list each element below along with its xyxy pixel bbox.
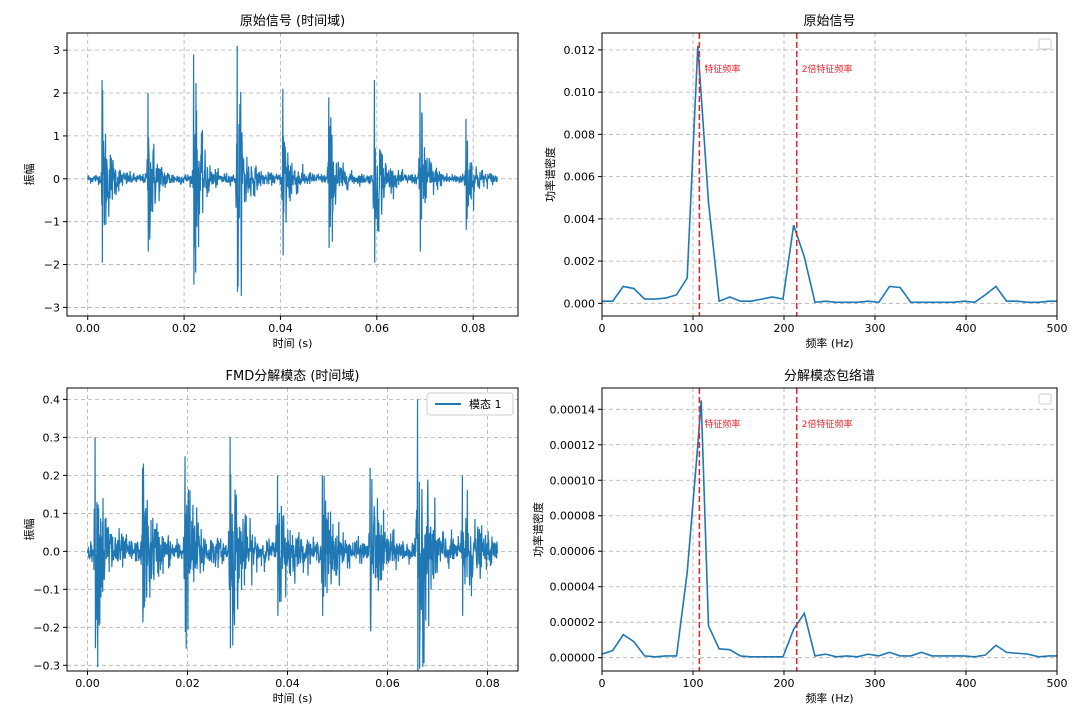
y-tick-label: 1 <box>53 130 60 143</box>
chart-title: FMD分解模态 (时间域) <box>226 369 360 384</box>
y-tick-label: −0.2 <box>33 621 60 634</box>
legend-box <box>1038 38 1052 50</box>
x-tick-label: 0.06 <box>365 322 390 335</box>
y-tick-label: 0.006 <box>564 171 596 184</box>
reference-line-label-1: 特征频率 <box>704 418 740 430</box>
chart-panel-1: 0.00 0.02 0.04 0.06 0.08 −3 −2 −1 0 1 2 3 原始信号 (时间域)… <box>22 14 519 350</box>
x-tick-label: 0 <box>599 677 606 690</box>
legend <box>1038 393 1052 405</box>
y-tick-label: 0 <box>53 173 60 186</box>
y-tick-label: 0.00004 <box>550 581 596 594</box>
grid <box>601 388 1058 671</box>
x-tick-label: 200 <box>774 322 795 335</box>
series-line <box>87 45 498 296</box>
legend-box <box>1038 393 1052 405</box>
series-line <box>86 399 499 671</box>
y-tick-label: 0.00014 <box>550 403 596 416</box>
chart-title: 分解模态包络谱 <box>784 368 875 384</box>
x-tick-label: 500 <box>1047 322 1068 335</box>
y-tick-label: −3 <box>44 301 60 314</box>
reference-line-label-2: 2倍特征频率 <box>802 418 853 430</box>
x-tick-label: 0.04 <box>275 677 300 690</box>
grid <box>67 388 518 671</box>
x-tick-label: 0.02 <box>172 322 197 335</box>
y-tick-label: 0.2 <box>43 469 61 482</box>
y-tick-label: 0.00010 <box>550 474 596 487</box>
y-tick-label: 0.00008 <box>550 510 596 523</box>
grid <box>601 33 1058 316</box>
axes-frame <box>601 387 1058 672</box>
axes-frame <box>66 32 519 317</box>
x-tick-label: 100 <box>683 322 704 335</box>
y-tick-label: −2 <box>44 259 60 272</box>
y-axis-label: 振幅 <box>22 519 36 541</box>
y-tick-label: 0.00002 <box>550 616 596 629</box>
y-tick-label: 0.4 <box>43 393 61 406</box>
x-axis-label: 时间 (s) <box>273 692 313 705</box>
y-tick-label: 2 <box>53 87 60 100</box>
y-tick-label: 0.3 <box>43 431 61 444</box>
chart-panel-2: 特征频率 2倍特征频率 0 100 200 300 400 500 0.000 0.002 0.00… <box>543 14 1068 350</box>
y-tick-label: 0.010 <box>564 86 596 99</box>
y-tick-label: 0.1 <box>43 507 61 520</box>
y-tick-label: −0.1 <box>33 583 60 596</box>
y-tick-label: 0.0 <box>43 545 61 558</box>
x-axis-label: 时间 (s) <box>273 337 313 350</box>
y-tick-label: 0.004 <box>564 213 596 226</box>
y-axis-label: 功率谱密度 <box>543 147 557 202</box>
x-tick-label: 100 <box>683 677 704 690</box>
y-axis-label: 功率谱密度 <box>531 502 545 557</box>
x-axis-label: 频率 (Hz) <box>805 691 853 705</box>
x-tick-label: 0.00 <box>75 677 100 690</box>
legend: 模态 1 <box>426 392 514 416</box>
y-tick-label: 0.000 <box>564 297 596 310</box>
x-tick-label: 400 <box>956 677 977 690</box>
x-tick-label: 200 <box>774 677 795 690</box>
y-tick-label: 0.012 <box>564 44 596 57</box>
y-tick-label: 0.00012 <box>550 439 596 452</box>
x-tick-label: 0.04 <box>268 322 293 335</box>
y-tick-label: 0.00000 <box>550 652 596 665</box>
legend <box>1038 38 1052 50</box>
axes-frame <box>601 32 1058 317</box>
reference-line-label-2: 2倍特征频率 <box>802 63 853 75</box>
x-tick-label: 300 <box>865 677 886 690</box>
x-tick-label: 0.06 <box>375 677 400 690</box>
y-axis-label: 振幅 <box>22 164 36 186</box>
chart-title: 原始信号 (时间域) <box>240 14 345 29</box>
y-tick-label: −1 <box>44 216 60 229</box>
y-tick-label: −0.3 <box>33 659 60 672</box>
x-tick-label: 400 <box>956 322 977 335</box>
chart-title: 原始信号 <box>803 14 855 29</box>
legend-entry-label: 模态 1 <box>469 398 502 411</box>
axes-frame <box>66 387 519 672</box>
chart-panel-3: 0.00 0.02 0.04 0.06 0.08 −0.3 −0.2 −0.1 0.0 0.1 0.… <box>22 369 519 705</box>
y-tick-label: 0.008 <box>564 128 596 141</box>
series-line <box>602 45 1057 304</box>
x-tick-label: 0.08 <box>475 677 500 690</box>
x-tick-label: 0.08 <box>461 322 486 335</box>
reference-line-label-1: 特征频率 <box>704 63 740 75</box>
y-tick-label: 0.00006 <box>550 545 596 558</box>
chart-panel-4: 特征频率 2倍特征频率 0 100 200 300 400 500 0.00000 0.00002… <box>531 368 1068 705</box>
x-tick-label: 0 <box>599 322 606 335</box>
x-tick-label: 0.02 <box>175 677 200 690</box>
series-line <box>602 400 1057 658</box>
x-tick-label: 300 <box>865 322 886 335</box>
x-tick-label: 0.00 <box>75 322 100 335</box>
y-tick-label: 0.002 <box>564 255 596 268</box>
x-axis-label: 频率 (Hz) <box>805 336 853 350</box>
y-tick-label: 3 <box>53 44 60 57</box>
x-tick-label: 500 <box>1047 677 1068 690</box>
legend-box <box>426 392 514 416</box>
